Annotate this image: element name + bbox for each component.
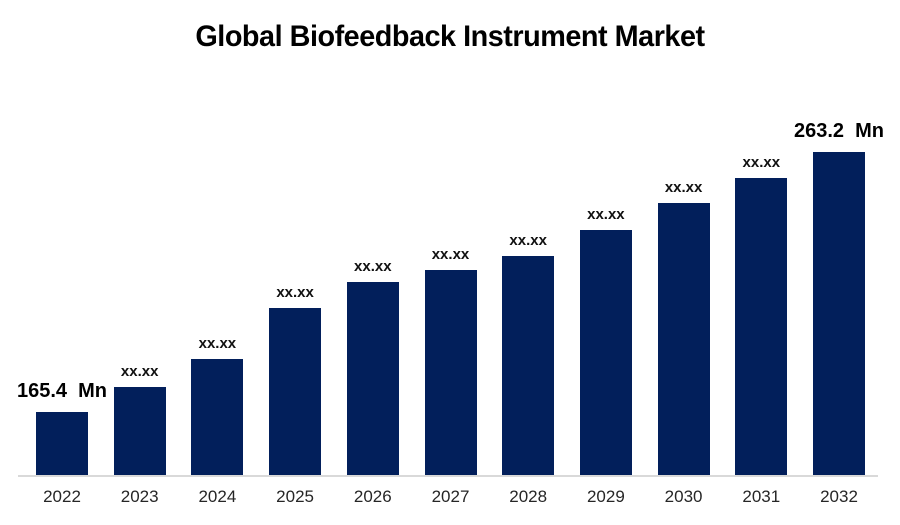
chart-title: Global Biofeedback Instrument Market	[195, 20, 705, 53]
bar-value-label-2031: xx.xx	[742, 154, 781, 171]
x-tick-label-2025: 2025	[276, 487, 314, 506]
bar-2024	[191, 359, 244, 477]
x-tick-label-2024: 2024	[198, 487, 237, 506]
bar-2026	[346, 282, 399, 477]
x-axis-line	[18, 475, 878, 477]
x-tick-label-2026: 2026	[353, 487, 392, 506]
bar-value-label-2026: xx.xx	[354, 258, 392, 275]
bar-2030	[657, 203, 710, 477]
x-tick-label-2023: 2023	[120, 487, 159, 506]
x-tick-label-2030: 2030	[664, 487, 703, 506]
x-tick-label-2028: 2028	[509, 487, 548, 506]
bar-2027	[424, 270, 477, 477]
bar-2032	[813, 152, 865, 477]
x-tick-label-2029: 2029	[586, 487, 625, 506]
bar-2031	[735, 178, 788, 477]
bar-value-label-2022: 165.4 Mn	[16, 380, 108, 402]
x-tick-label-2032: 2032	[820, 487, 858, 506]
bar-2022	[36, 412, 88, 477]
bar-value-label-2029: xx.xx	[587, 206, 625, 223]
bar-value-label-2023: xx.xx	[120, 363, 159, 380]
bar-2029	[579, 230, 632, 477]
bar-2025	[269, 308, 322, 477]
bar-2023	[113, 387, 166, 477]
bar-2028	[502, 256, 555, 477]
bar-value-label-2030: xx.xx	[664, 179, 703, 196]
x-tick-label-2027: 2027	[431, 487, 470, 506]
bar-value-label-2032: 263.2 Mn	[793, 120, 885, 142]
bar-value-label-2025: xx.xx	[276, 284, 314, 301]
bar-value-label-2024: xx.xx	[198, 335, 237, 352]
x-tick-label-2031: 2031	[742, 487, 781, 506]
x-tick-label-2022: 2022	[43, 487, 81, 506]
bar-value-label-2028: xx.xx	[509, 232, 547, 249]
bar-value-label-2027: xx.xx	[431, 246, 470, 263]
